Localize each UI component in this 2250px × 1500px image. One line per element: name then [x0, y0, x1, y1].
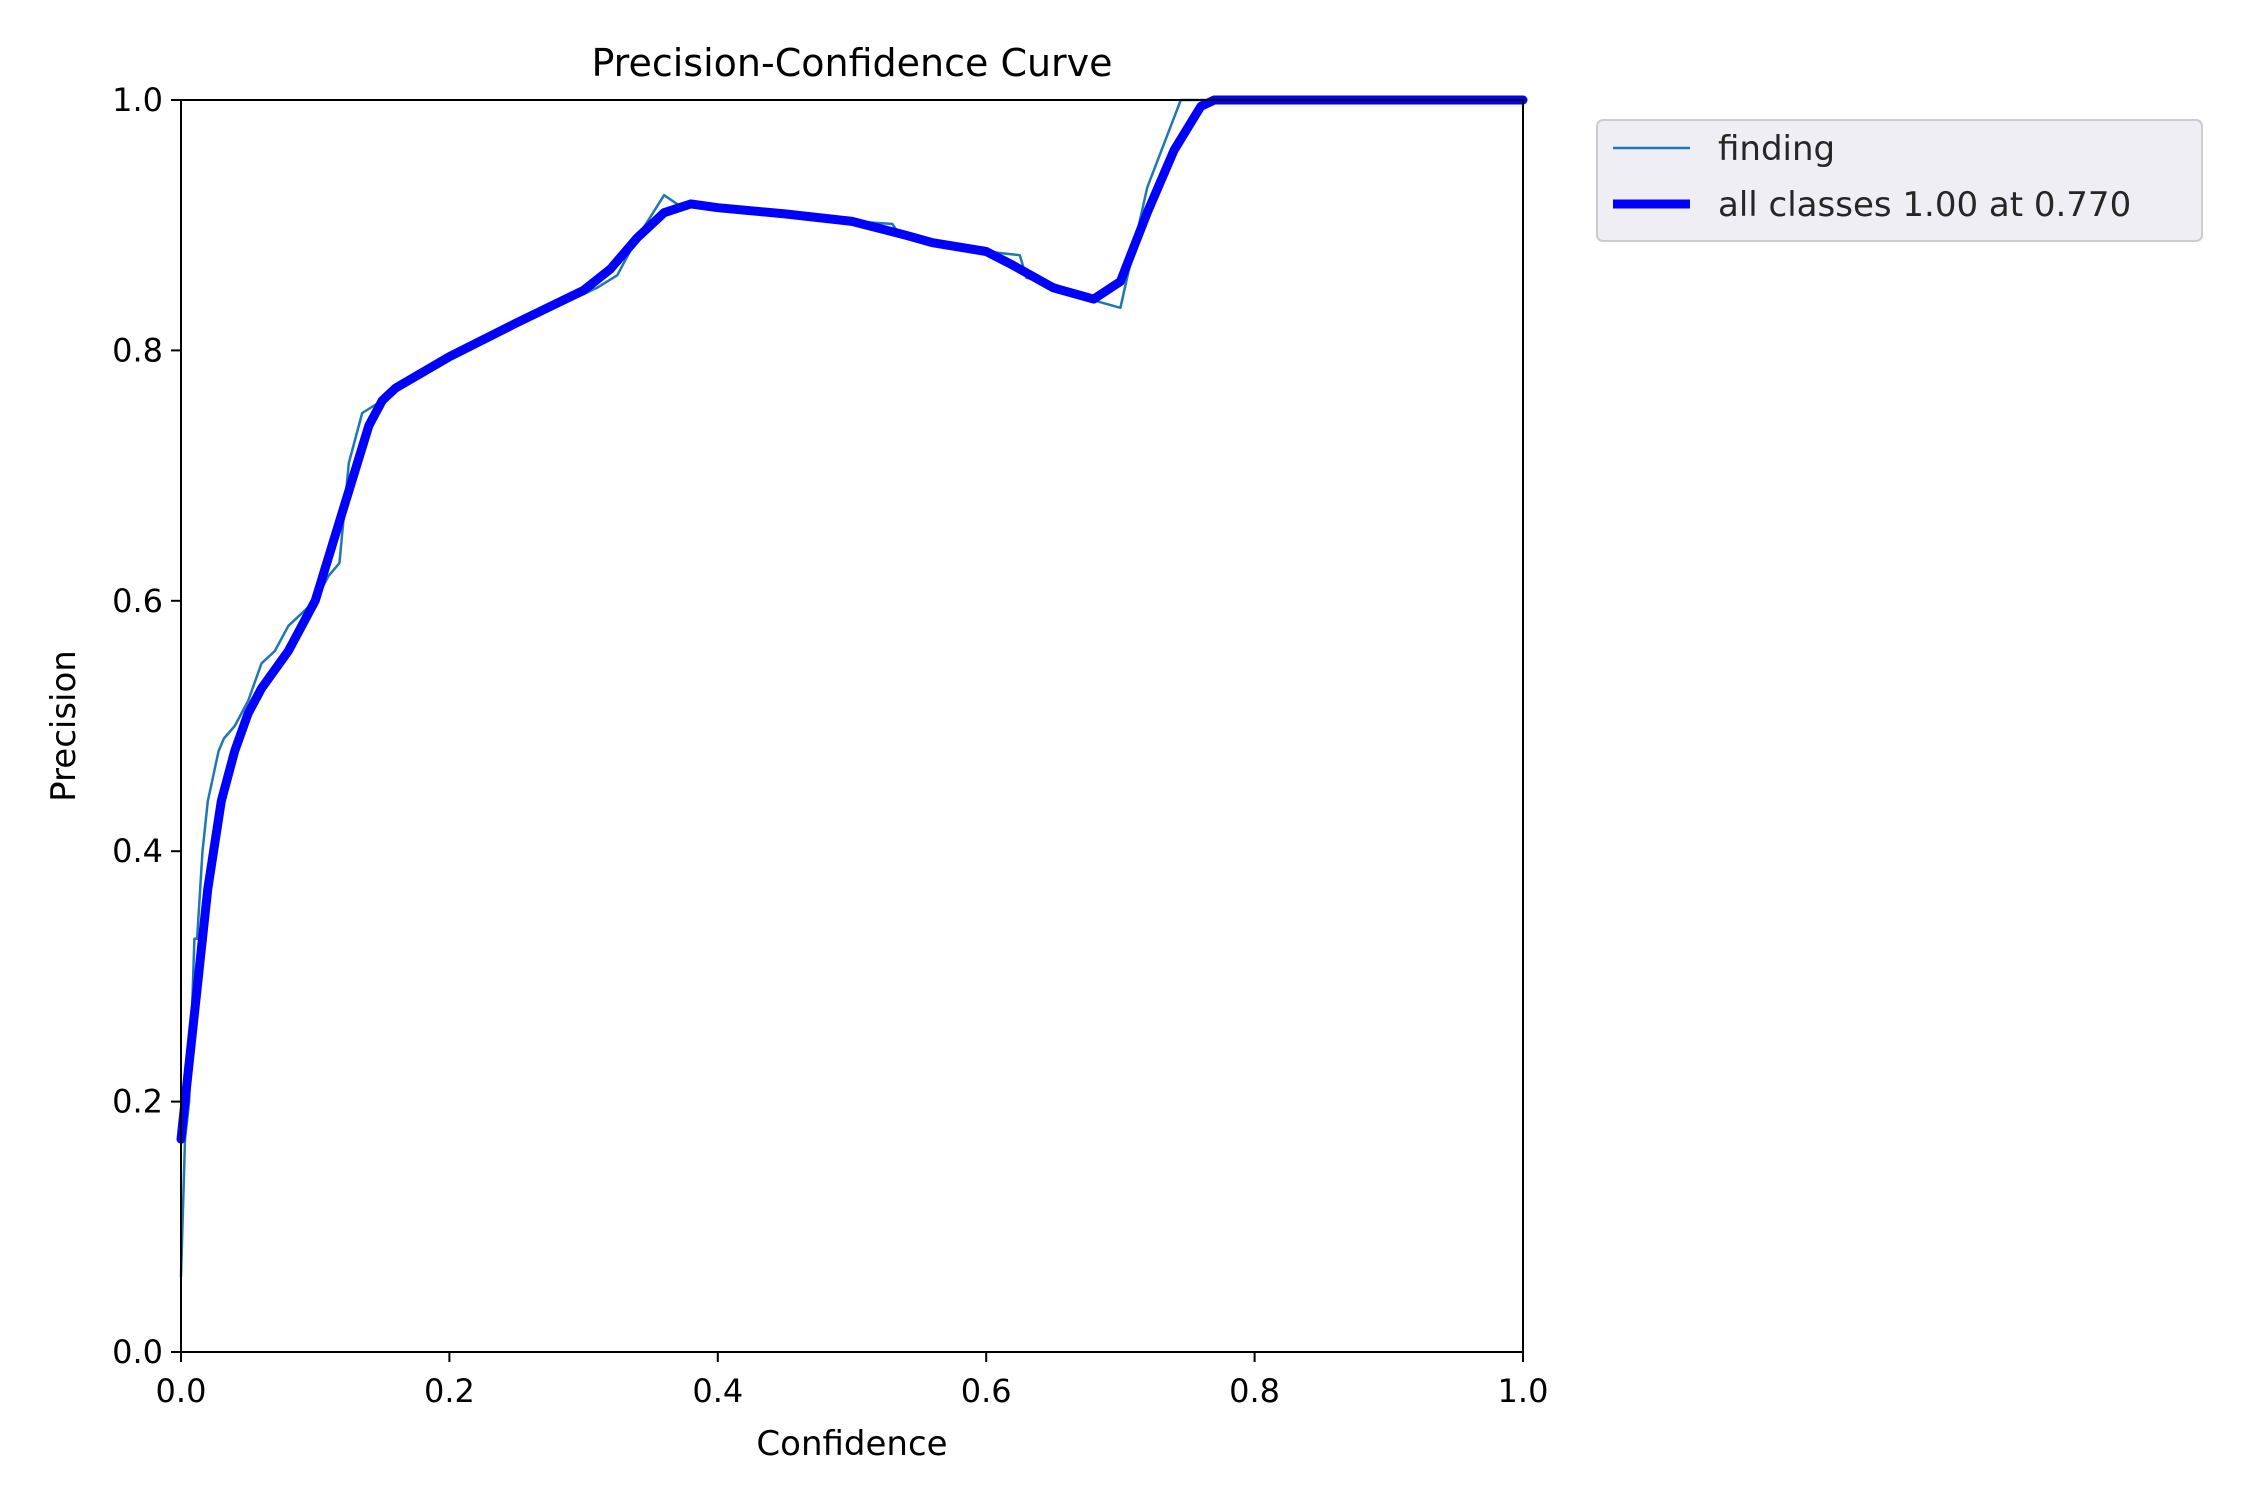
y-axis-label: Precision — [44, 650, 84, 802]
x-tick-label: 0.2 — [424, 1372, 475, 1410]
x-tick-label: 0.0 — [156, 1372, 207, 1410]
legend-label-all-classes: all classes 1.00 at 0.770 — [1718, 185, 2131, 225]
x-tick-label: 0.4 — [692, 1372, 743, 1410]
y-tick-label: 0.4 — [112, 832, 163, 870]
chart-title: Precision-Confidence Curve — [591, 41, 1112, 85]
y-axis: 0.0 0.2 0.4 0.6 0.8 1.0 — [112, 81, 181, 1371]
legend: finding all classes 1.00 at 0.770 — [1596, 119, 2203, 242]
x-axis: 0.0 0.2 0.4 0.6 0.8 1.0 — [156, 1352, 1549, 1410]
legend-label-finding: finding — [1718, 129, 1835, 169]
x-tick-label: 0.8 — [1229, 1372, 1280, 1410]
legend-box — [1596, 119, 2203, 242]
y-tick-label: 0.8 — [112, 331, 163, 369]
y-tick-label: 1.0 — [112, 81, 163, 119]
x-tick-label: 0.6 — [961, 1372, 1012, 1410]
y-tick-label: 0.2 — [112, 1083, 163, 1121]
y-tick-label: 0.0 — [112, 1333, 163, 1371]
x-axis-label: Confidence — [756, 1424, 947, 1464]
plot-frame — [180, 99, 1524, 1353]
x-tick-label: 1.0 — [1498, 1372, 1549, 1410]
series-layer — [176, 95, 1528, 1279]
series-line-all-classes — [176, 95, 1528, 1144]
series-line-finding — [179, 98, 1525, 1279]
y-tick-label: 0.6 — [112, 582, 163, 620]
